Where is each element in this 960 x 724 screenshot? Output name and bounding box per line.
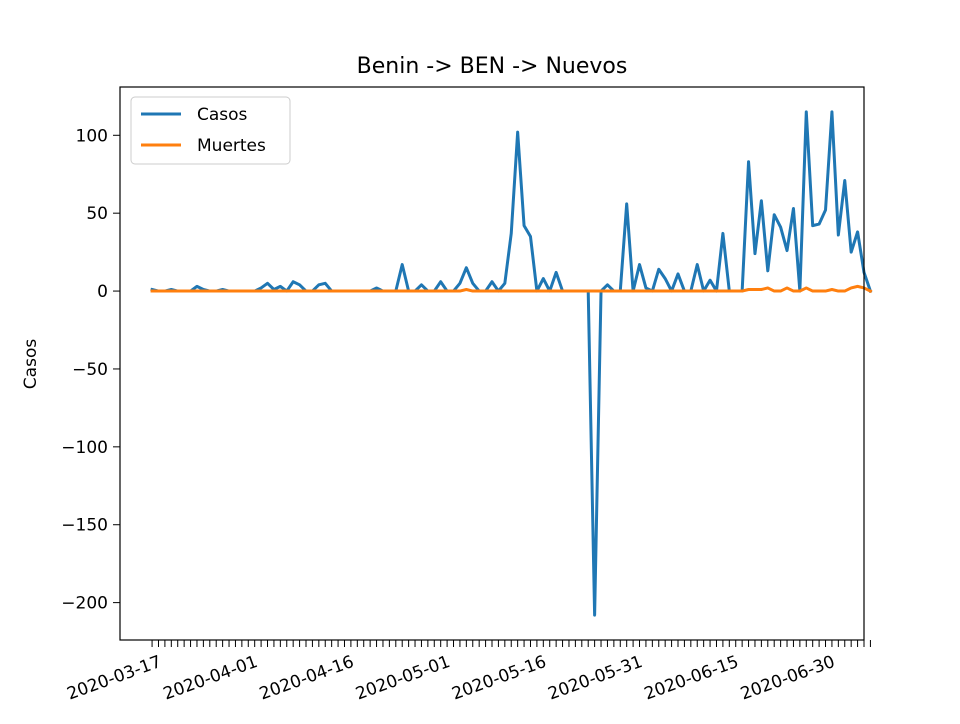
y-axis-label: Casos	[21, 339, 41, 390]
x-tick-label: 2020-04-16	[257, 652, 357, 705]
legend-label: Casos	[197, 105, 248, 125]
x-tick-label: 2020-05-16	[449, 652, 549, 705]
y-tick-label: 0	[97, 282, 108, 302]
chart-title: Benin -> BEN -> Nuevos	[357, 54, 628, 79]
x-tick-label: 2020-05-31	[546, 652, 646, 705]
x-tick-label: 2020-03-17	[65, 652, 165, 705]
y-tick-label: −200	[61, 594, 108, 614]
x-tick-label: 2020-05-01	[353, 652, 453, 705]
y-tick-label: −50	[72, 360, 108, 380]
plot-frame	[119, 86, 865, 641]
y-tick-label: 100	[76, 126, 108, 146]
plot-area: 2020-03-172020-04-012020-04-162020-05-01…	[61, 86, 873, 705]
y-tick-label: −100	[61, 438, 108, 458]
legend-label: Muertes	[197, 136, 266, 156]
x-tick-label: 2020-06-30	[738, 652, 838, 705]
series-line-casos	[150, 110, 873, 617]
legend: Casos Muertes	[130, 96, 291, 165]
x-tick-label: 2020-04-01	[161, 652, 261, 705]
x-tick-label: 2020-06-15	[642, 652, 742, 705]
series-line-muertes	[150, 284, 873, 294]
y-tick-label: 50	[86, 204, 108, 224]
y-tick-label: −150	[61, 516, 108, 536]
